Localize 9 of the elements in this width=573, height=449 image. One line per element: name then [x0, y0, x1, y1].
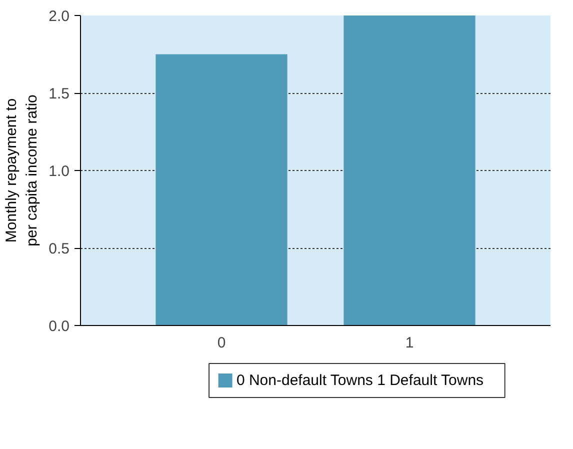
x-tick-label: 1 — [405, 334, 414, 352]
legend-label: 0 Non-default Towns 1 Default Towns — [236, 372, 484, 389]
y-tick-label: 1.5 — [48, 86, 70, 102]
y-tick-label: 1.0 — [48, 163, 70, 180]
x-tick-label: 0 — [217, 334, 226, 352]
y-tick-label: 2.0 — [48, 8, 70, 25]
y-axis-title: Monthly repayment to per capita income ratio — [3, 94, 41, 246]
y-tick-label: 0.0 — [48, 318, 70, 335]
y-tick-label: 0.5 — [48, 240, 70, 258]
